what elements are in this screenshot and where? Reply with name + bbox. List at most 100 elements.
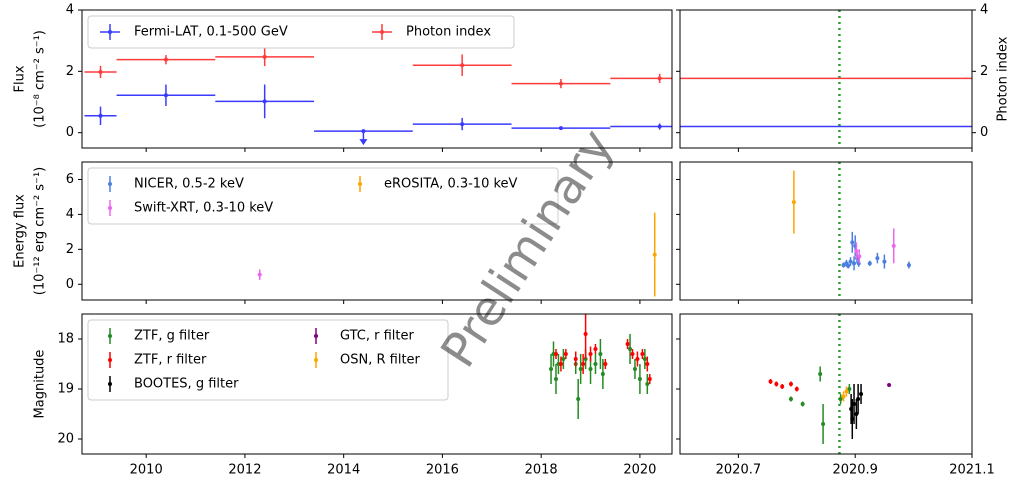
error-bar bbox=[844, 386, 849, 397]
marker bbox=[460, 122, 465, 127]
legend-icon bbox=[314, 358, 318, 362]
marker bbox=[573, 357, 578, 361]
error-bar bbox=[852, 256, 857, 271]
error-bar bbox=[854, 242, 859, 260]
error-bar bbox=[630, 349, 635, 359]
marker bbox=[630, 352, 635, 356]
legend-icon bbox=[380, 30, 384, 34]
legend-label: Swift-XRT, 0.3-10 keV bbox=[134, 201, 273, 216]
error-bar bbox=[642, 349, 647, 369]
marker bbox=[891, 243, 896, 248]
marker bbox=[262, 54, 267, 59]
marker bbox=[553, 377, 558, 381]
error-bar bbox=[647, 374, 652, 384]
error-bar bbox=[116, 55, 216, 65]
marker bbox=[768, 379, 773, 384]
marker bbox=[780, 384, 785, 389]
marker bbox=[625, 342, 630, 346]
error-bar bbox=[645, 356, 650, 372]
error-bar bbox=[628, 334, 633, 364]
plot-area bbox=[680, 10, 972, 148]
error-bar bbox=[84, 106, 117, 125]
legend-box bbox=[87, 167, 559, 225]
error-bar bbox=[821, 404, 826, 444]
marker bbox=[841, 263, 846, 268]
marker bbox=[794, 387, 799, 391]
marker bbox=[593, 347, 598, 351]
y-tick-label: 0 bbox=[66, 125, 74, 140]
y-axis-label: (10⁻⁸ cm⁻² s⁻¹) bbox=[33, 30, 48, 128]
marker bbox=[774, 382, 779, 386]
error-bar bbox=[635, 351, 640, 367]
legend-label: BOOTES, g filter bbox=[134, 377, 239, 392]
marker bbox=[163, 93, 168, 98]
legend-label: ZTF, r filter bbox=[134, 353, 207, 368]
marker bbox=[635, 357, 640, 361]
error-bar bbox=[854, 399, 859, 429]
error-bar bbox=[116, 84, 216, 106]
error-bar bbox=[680, 125, 972, 128]
legend-label: ZTF, g filter bbox=[134, 329, 210, 344]
marker bbox=[460, 63, 465, 68]
marker bbox=[647, 377, 652, 381]
marker bbox=[854, 249, 859, 254]
error-bar bbox=[563, 349, 568, 359]
error-bar bbox=[856, 384, 861, 414]
error-bar bbox=[774, 381, 779, 387]
marker bbox=[576, 397, 581, 401]
marker bbox=[838, 397, 843, 401]
marker bbox=[553, 352, 558, 356]
marker bbox=[581, 362, 586, 366]
error-bar bbox=[882, 254, 887, 269]
error-bar bbox=[593, 354, 598, 374]
error-bar bbox=[847, 384, 852, 394]
error-bar bbox=[906, 261, 911, 269]
error-bar bbox=[794, 386, 799, 392]
marker bbox=[818, 372, 823, 376]
error-bar bbox=[84, 65, 117, 79]
marker bbox=[788, 397, 793, 401]
y2-tick-label: 4 bbox=[980, 3, 988, 18]
y-axis-label: Flux bbox=[13, 65, 28, 92]
error-bar bbox=[314, 129, 413, 146]
legend-icon bbox=[108, 334, 112, 338]
y-tick-label: 20 bbox=[57, 432, 74, 447]
x-tick-label: 2016 bbox=[426, 463, 459, 478]
error-bar bbox=[610, 73, 672, 83]
legend-label: NICER, 0.5-2 keV bbox=[134, 177, 244, 192]
error-bar bbox=[645, 374, 650, 394]
y-tick-label: 0 bbox=[66, 277, 74, 292]
error-bar bbox=[850, 231, 855, 253]
marker bbox=[859, 392, 864, 396]
marker bbox=[593, 362, 598, 366]
marker bbox=[788, 382, 793, 386]
marker bbox=[603, 362, 608, 366]
plot-area bbox=[84, 47, 672, 146]
y-tick-label: 18 bbox=[57, 332, 74, 347]
marker bbox=[850, 240, 855, 245]
marker bbox=[558, 362, 563, 366]
marker bbox=[640, 352, 645, 356]
marker bbox=[847, 387, 852, 391]
legend-icon bbox=[358, 182, 362, 186]
error-bar bbox=[857, 249, 862, 264]
marker bbox=[558, 126, 563, 131]
legend-label: OSN, R filter bbox=[340, 353, 421, 368]
panel-frame bbox=[679, 161, 973, 301]
error-bar bbox=[549, 354, 554, 384]
error-bar bbox=[215, 84, 315, 119]
y-tick-label: 19 bbox=[57, 382, 74, 397]
y-tick-label: 6 bbox=[66, 172, 74, 187]
marker bbox=[628, 347, 633, 351]
error-bar bbox=[593, 344, 598, 354]
marker bbox=[588, 367, 593, 371]
y2-tick-label: 2 bbox=[980, 64, 988, 79]
marker bbox=[262, 99, 267, 104]
error-bar bbox=[791, 170, 796, 234]
y-tick-label: 4 bbox=[66, 3, 74, 18]
error-bar bbox=[850, 399, 855, 439]
marker bbox=[846, 263, 851, 268]
panel-frame bbox=[81, 313, 673, 455]
marker bbox=[98, 113, 103, 118]
marker bbox=[549, 367, 554, 371]
